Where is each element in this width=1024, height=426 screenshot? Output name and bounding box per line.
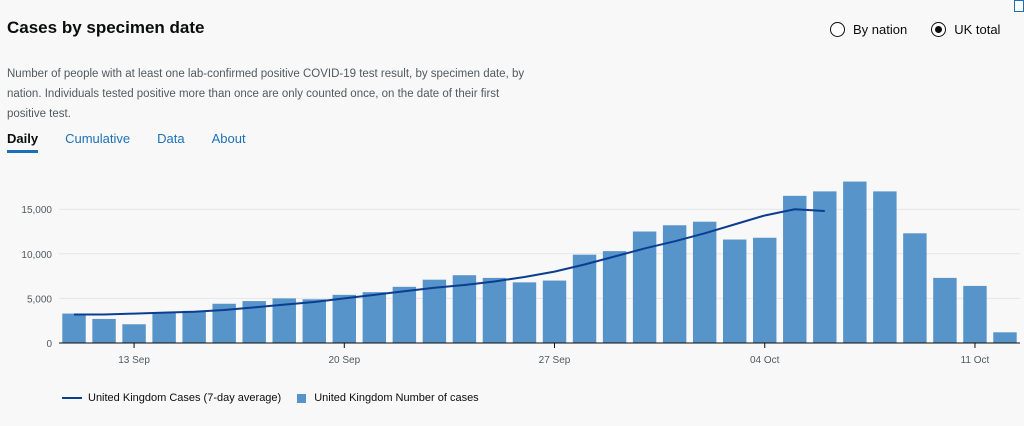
x-tick-label: 11 Oct <box>961 355 990 366</box>
bar <box>482 277 507 343</box>
bar <box>242 301 266 343</box>
bar <box>813 191 837 343</box>
bar <box>572 254 597 343</box>
bar <box>602 251 627 343</box>
bar <box>62 313 86 343</box>
bar <box>783 195 807 343</box>
bar <box>843 181 867 343</box>
radio-by-nation[interactable]: By nation <box>830 22 907 37</box>
radio-label: UK total <box>954 22 1001 37</box>
bar <box>753 237 777 343</box>
radio-label: By nation <box>853 22 908 37</box>
bar <box>963 285 987 343</box>
bar <box>452 275 477 343</box>
view-radio-group: By nation UK total <box>830 22 1000 37</box>
bar <box>873 191 897 343</box>
bar <box>332 294 357 343</box>
bar <box>903 233 927 343</box>
x-tick-label: 13 Sep <box>118 355 150 366</box>
y-tick-label: 5,000 <box>27 294 52 305</box>
legend-bar-label: United Kingdom Number of cases <box>314 392 479 404</box>
x-tick-label: 20 Sep <box>328 355 360 366</box>
chart-description: Number of people with at least one lab-c… <box>7 68 525 120</box>
bar <box>92 318 116 343</box>
legend-bar-swatch <box>297 393 307 403</box>
bar <box>662 225 687 343</box>
tab-data[interactable]: Data <box>157 131 185 146</box>
bar <box>392 286 417 343</box>
bar <box>692 221 717 343</box>
legend-line-label: United Kingdom Cases (7-day average) <box>88 392 282 404</box>
bar <box>933 277 957 343</box>
y-tick-label: 10,000 <box>21 250 52 261</box>
radio-uk-total[interactable]: UK total <box>931 22 1000 37</box>
chart-title: Cases by specimen date <box>7 18 205 37</box>
seven-day-average-line <box>74 208 825 316</box>
radio-circle-icon[interactable] <box>830 22 845 37</box>
x-tick-label: 27 Sep <box>539 355 571 366</box>
bar <box>152 312 176 343</box>
y-tick-label: 15,000 <box>21 205 52 216</box>
legend-line-swatch <box>62 397 82 399</box>
x-tick-label: 04 Oct <box>750 355 780 366</box>
radio-selected-dot <box>935 26 943 33</box>
bar <box>212 303 236 343</box>
bar <box>272 298 296 343</box>
bar <box>542 280 567 343</box>
bar <box>302 299 326 343</box>
bar <box>362 292 387 343</box>
bar <box>512 282 537 343</box>
cases-chart: 0 5,000 10,000 15,000 13 Sep 20 Sep 27 Sep 04 O… <box>21 181 1020 366</box>
tab-cumulative[interactable]: Cumulative <box>65 131 131 146</box>
radio-circle-icon[interactable] <box>931 22 947 37</box>
chart-legend: United Kingdom Cases (7-day average) Uni… <box>62 392 479 404</box>
corner-link-icon[interactable] <box>1014 0 1024 12</box>
bar <box>993 332 1017 343</box>
bar <box>122 324 146 343</box>
tab-daily[interactable]: Daily <box>7 131 39 153</box>
bar <box>422 279 447 343</box>
bar <box>722 239 747 343</box>
y-tick-label: 0 <box>46 339 52 350</box>
bar <box>182 310 206 343</box>
bar <box>632 231 657 343</box>
tab-bar: Daily Cumulative Data About <box>7 131 246 153</box>
tab-about[interactable]: About <box>211 131 246 146</box>
